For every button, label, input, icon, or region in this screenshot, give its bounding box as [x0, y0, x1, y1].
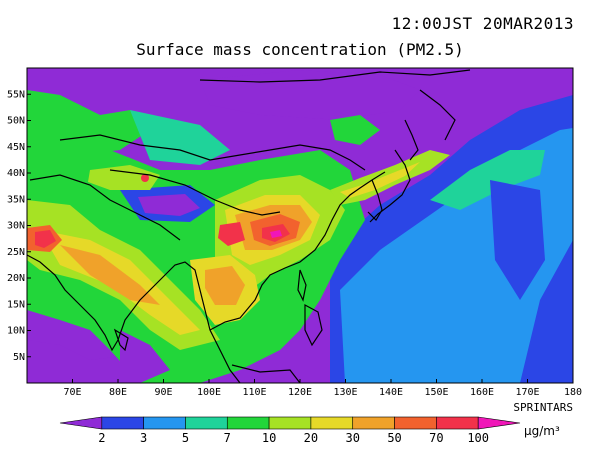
colorbar-swatch — [59, 416, 103, 430]
lat-tick-label: 50N — [7, 116, 25, 127]
colorbar-label: 50 — [387, 431, 401, 445]
axis-ticks: 70E 80E 90E 100E 110E 120E 130E 140E 150E 160E 170… — [7, 89, 582, 398]
colorbar-label: 20 — [304, 431, 318, 445]
lat-tick-label: 30N — [7, 221, 25, 232]
colorbar-label: 7 — [224, 431, 231, 445]
lon-tick-label: 170E — [515, 387, 539, 398]
colorbar-label: 5 — [182, 431, 189, 445]
lat-tick-label: 45N — [7, 142, 25, 153]
lat-tick-label: 55N — [7, 89, 25, 100]
colorbar-swatch — [310, 416, 354, 430]
colorbar-label: 30 — [346, 431, 360, 445]
map-title: Surface mass concentration (PM2.5) — [136, 40, 464, 59]
colorbar-swatch — [268, 416, 312, 430]
colorbar-swatch — [394, 416, 437, 430]
colorbar-label: 3 — [140, 431, 147, 445]
colorbar-swatch — [436, 416, 479, 430]
lon-tick-label: 130E — [333, 387, 357, 398]
lat-tick-label: 25N — [7, 247, 25, 258]
colorbar-swatch — [101, 416, 144, 430]
colorbar-label: 10 — [262, 431, 276, 445]
lat-tick-label: 5N — [13, 352, 25, 363]
lon-tick-label: 140E — [379, 387, 403, 398]
lon-tick-label: 80E — [109, 387, 127, 398]
lon-tick-label: 120E — [288, 387, 312, 398]
lat-tick-label: 35N — [7, 194, 25, 205]
lat-tick-label: 40N — [7, 168, 25, 179]
credit-label: SPRINTARS — [513, 401, 573, 414]
colorbar-swatch — [477, 416, 521, 430]
colorbar-unit: µg/m³ — [524, 424, 560, 438]
lon-tick-label: 90E — [154, 387, 172, 398]
lon-tick-label: 100E — [197, 387, 221, 398]
colorbar-label: 70 — [429, 431, 443, 445]
concentration-field — [27, 68, 573, 383]
lat-tick-label: 10N — [7, 326, 25, 337]
timestamp: 12:00JST 20MAR2013 — [391, 14, 574, 33]
lon-tick-label: 180 — [564, 387, 582, 398]
colorbar-swatch — [143, 416, 186, 430]
colorbar-swatch — [226, 416, 270, 430]
lat-tick-label: 15N — [7, 299, 25, 310]
lon-tick-label: 160E — [470, 387, 494, 398]
lon-tick-label: 110E — [242, 387, 266, 398]
colorbar-label: 2 — [98, 431, 105, 445]
colorbar-swatch — [185, 416, 228, 430]
colorbar: 2 3 5 7 10 20 30 50 70 100 µg/m³ — [59, 416, 560, 445]
coastlines — [27, 69, 471, 383]
lat-tick-label: 20N — [7, 273, 25, 284]
lon-tick-label: 150E — [424, 387, 448, 398]
lon-tick-label: 70E — [63, 387, 81, 398]
colorbar-label: 100 — [467, 431, 489, 445]
colorbar-swatch — [352, 416, 395, 430]
